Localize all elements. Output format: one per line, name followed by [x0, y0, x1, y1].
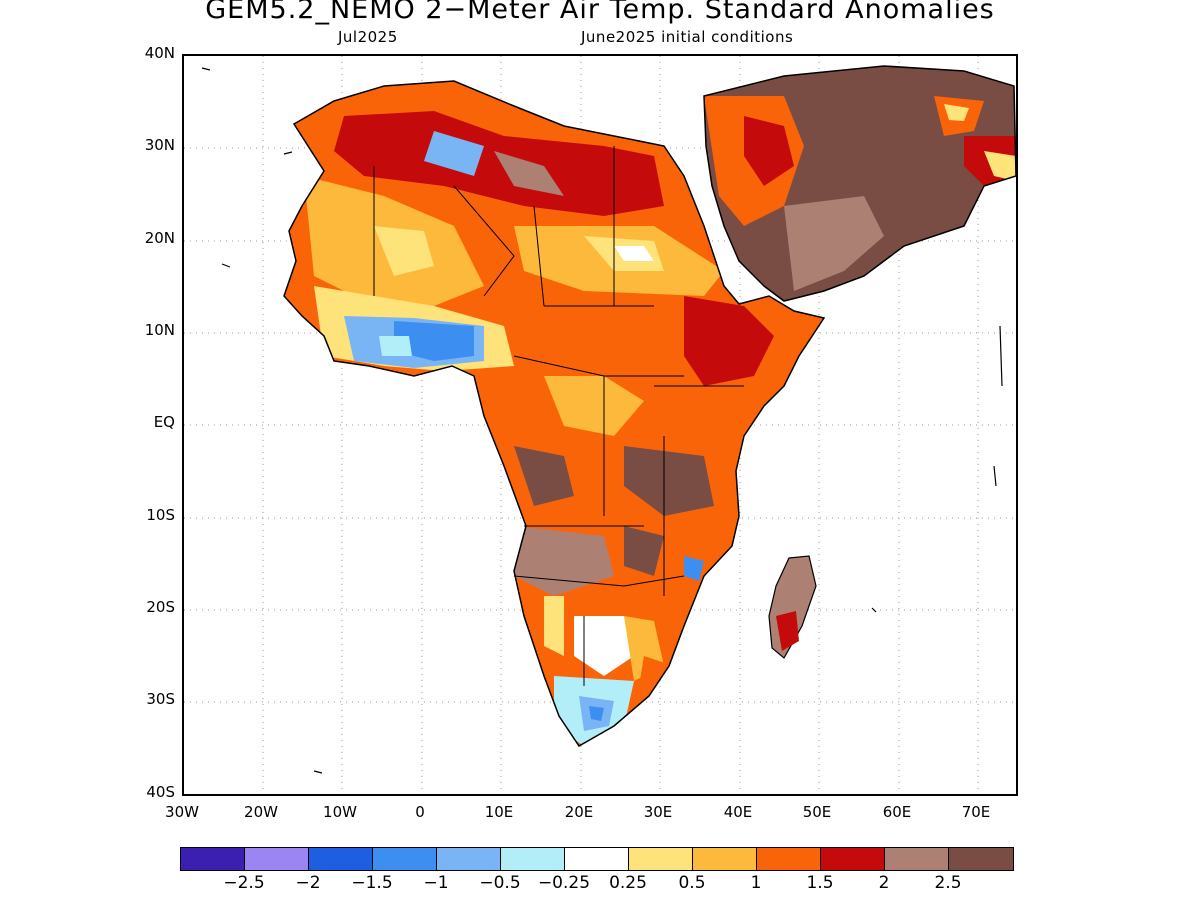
colorbar-tick-label: 2.5	[934, 873, 962, 893]
colorbar-swatch	[501, 848, 565, 870]
lat-label-20n: 20N	[144, 229, 175, 247]
colorbar-tick-label: 0.25	[609, 873, 647, 893]
lon-label-30w: 30W	[165, 803, 199, 821]
lon-label-0: 0	[415, 803, 425, 821]
colorbar-tick-label: 1.5	[806, 873, 834, 893]
lat-label-30s: 30S	[146, 690, 175, 708]
country-borders	[373, 146, 744, 686]
colorbar-swatch	[693, 848, 757, 870]
colorbar-swatch	[437, 848, 501, 870]
lon-label-50e: 50E	[802, 803, 832, 821]
africa-coastline	[283, 80, 826, 747]
colorbar-tick-label: −0.5	[479, 873, 521, 893]
lon-label-60e: 60E	[882, 803, 912, 821]
islands	[201, 67, 1003, 774]
lat-label-eq: EQ	[153, 413, 175, 431]
colorbar-swatch	[757, 848, 821, 870]
lon-label-30e: 30E	[643, 803, 673, 821]
lon-label-20w: 20W	[244, 803, 278, 821]
colorbar-swatch	[245, 848, 309, 870]
lon-label-10w: 10W	[323, 803, 357, 821]
colorbar-tick-label: −1	[423, 873, 449, 893]
colorbar-tick-label: 2	[878, 873, 890, 893]
colorbar-tick-label: −1.5	[351, 873, 393, 893]
arabia-coastline	[703, 65, 1016, 302]
lat-label-40s: 40S	[146, 783, 175, 801]
lat-label-10n: 10N	[144, 321, 175, 339]
lon-label-10e: 10E	[484, 803, 514, 821]
lat-label-30n: 30N	[144, 136, 175, 154]
colorbar-swatch	[949, 848, 1013, 870]
colorbar	[180, 847, 1014, 871]
colorbar-swatch	[821, 848, 885, 870]
colorbar-swatch	[629, 848, 693, 870]
lon-label-20e: 20E	[564, 803, 594, 821]
lon-label-40e: 40E	[723, 803, 753, 821]
lat-label-10s: 10S	[146, 506, 175, 524]
lon-label-70e: 70E	[961, 803, 991, 821]
colorbar-swatch	[373, 848, 437, 870]
colorbar-tick-label: −0.25	[537, 873, 591, 893]
anomaly-map	[182, 54, 1018, 796]
colorbar-swatch	[309, 848, 373, 870]
initial-conditions-label: June2025 initial conditions	[581, 28, 794, 46]
lat-label-20s: 20S	[146, 598, 175, 616]
colorbar-swatch	[565, 848, 629, 870]
colorbar-tick-label: 1	[750, 873, 762, 893]
colorbar-tick-label: −2.5	[223, 873, 265, 893]
map-title: GEM5.2_NEMO 2−Meter Air Temp. Standard A…	[205, 0, 995, 25]
colorbar-tick-label: −2	[295, 873, 321, 893]
colorbar-swatch	[181, 848, 245, 870]
africa-anomaly-map-svg	[184, 56, 1016, 794]
forecast-month: Jul2025	[338, 28, 398, 46]
colorbar-tick-label: 0.5	[678, 873, 706, 893]
colorbar-swatch	[885, 848, 949, 870]
lat-label-40n: 40N	[144, 44, 175, 62]
